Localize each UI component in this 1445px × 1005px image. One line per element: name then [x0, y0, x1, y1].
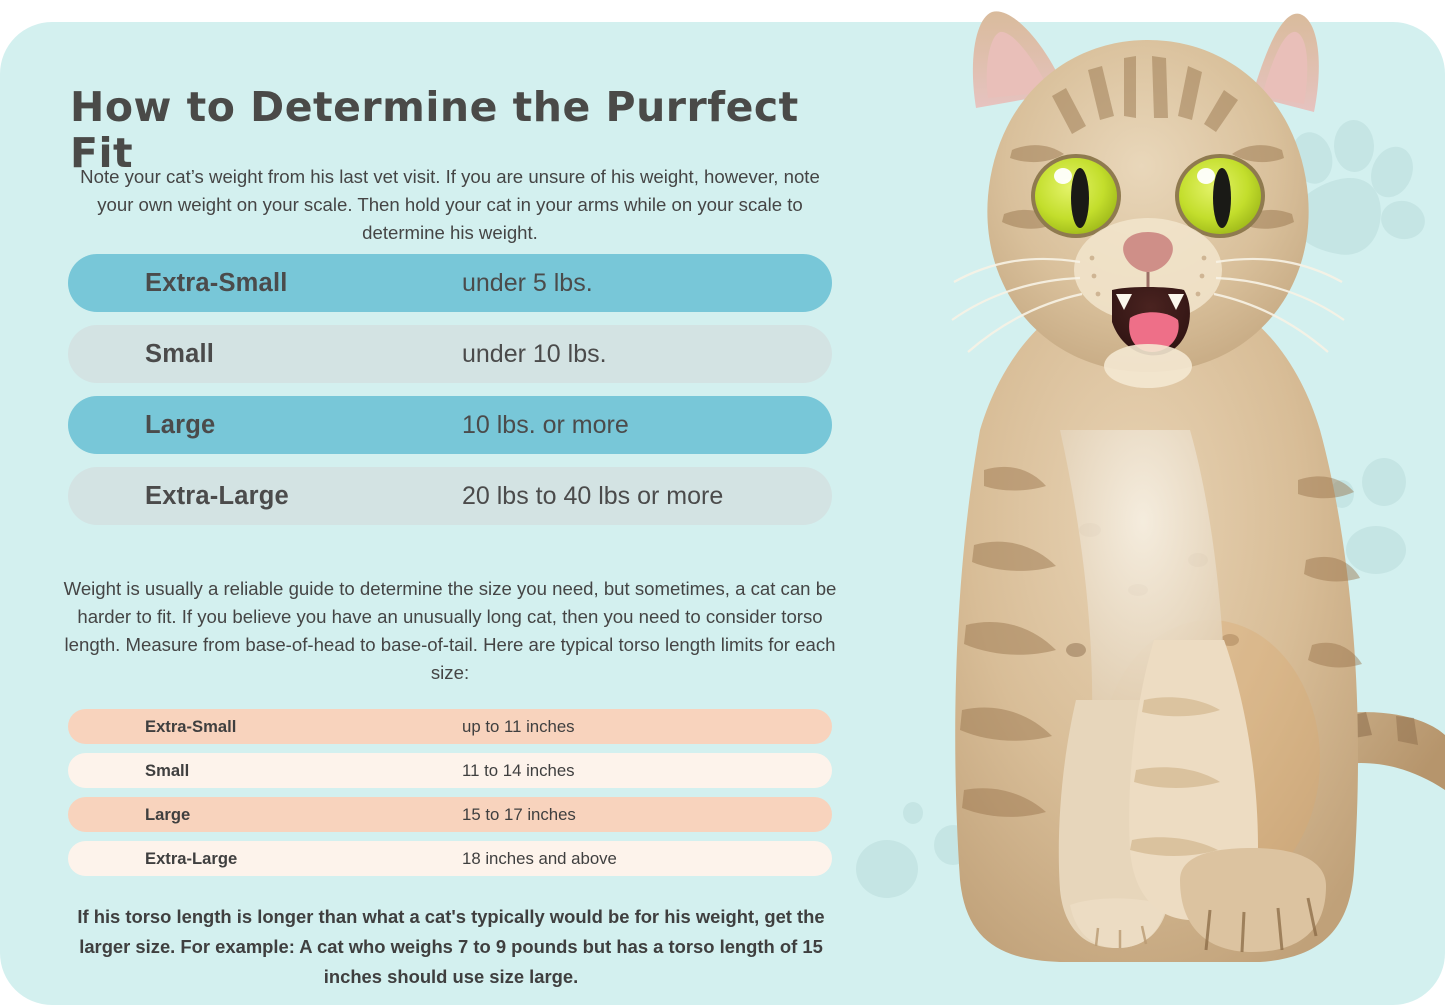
table-row: Small 11 to 14 inches [68, 753, 832, 788]
length-value: 11 to 14 inches [462, 760, 575, 780]
length-value: 15 to 17 inches [462, 804, 576, 824]
size-label: Large [145, 804, 191, 824]
table-row: Small under 10 lbs. [68, 325, 832, 383]
length-value: up to 11 inches [462, 716, 575, 736]
paw-print-top-right-icon [1288, 120, 1438, 270]
torso-length-table: Extra-Small up to 11 inches Small 11 to … [68, 709, 832, 885]
weight-value: under 5 lbs. [462, 268, 593, 297]
weight-value: 20 lbs to 40 lbs or more [462, 481, 724, 510]
size-label: Small [145, 760, 190, 780]
table-row: Extra-Small under 5 lbs. [68, 254, 832, 312]
middle-paragraph: Weight is usually a reliable guide to de… [63, 577, 837, 684]
size-label: Extra-Small [145, 716, 237, 736]
size-label: Extra-Large [145, 481, 289, 510]
intro-paragraph: Note your cat’s weight from his last vet… [80, 165, 820, 244]
table-row: Extra-Large 18 inches and above [68, 841, 832, 876]
size-label: Small [145, 339, 215, 368]
weight-value: under 10 lbs. [462, 339, 607, 368]
footer-paragraph: If his torso length is longer than what … [77, 906, 825, 988]
page-title: How to Determine the Purrfect Fit [70, 83, 799, 177]
content-column: How to Determine the Purrfect Fit Note y… [0, 22, 900, 1005]
weight-size-table: Extra-Small under 5 lbs. Small under 10 … [68, 254, 832, 538]
table-row: Extra-Large 20 lbs to 40 lbs or more [68, 467, 832, 525]
cat-photo [880, 0, 1445, 1005]
size-label: Extra-Large [145, 848, 238, 868]
size-label: Large [145, 410, 216, 439]
table-row: Large 15 to 17 inches [68, 797, 832, 832]
table-row: Large 10 lbs. or more [68, 396, 832, 454]
length-value: 18 inches and above [462, 848, 617, 868]
size-label: Extra-Small [145, 268, 288, 297]
weight-value: 10 lbs. or more [462, 410, 629, 439]
table-row: Extra-Small up to 11 inches [68, 709, 832, 744]
